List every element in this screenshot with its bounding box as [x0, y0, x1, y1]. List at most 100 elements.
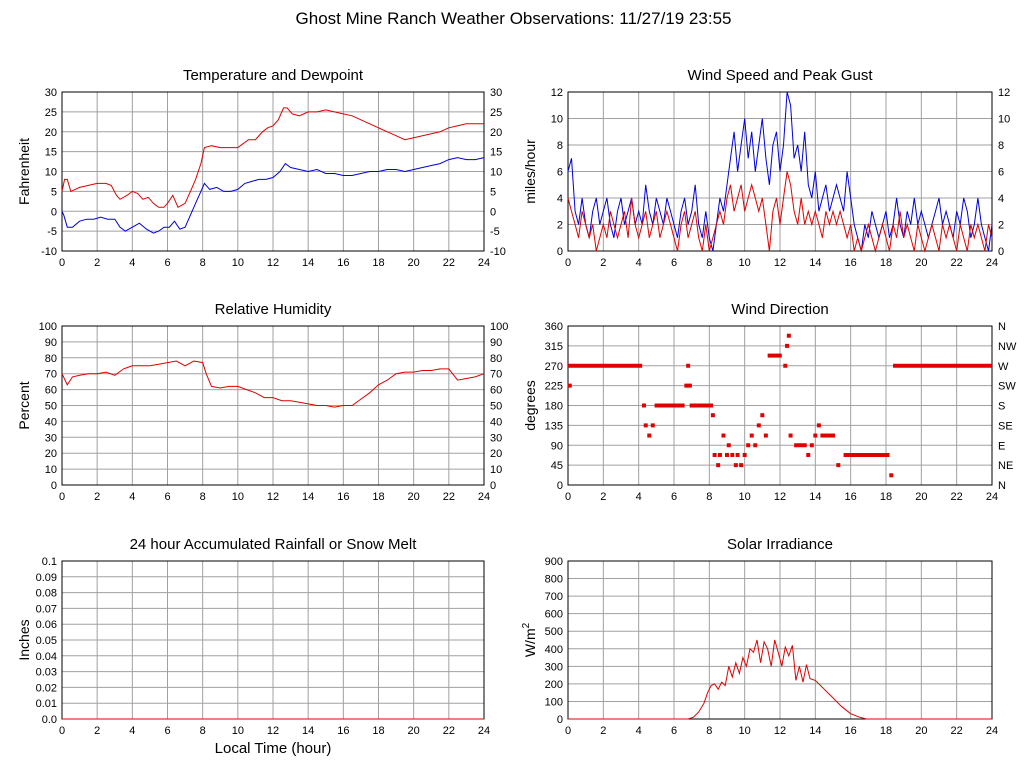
chart-title: Wind Direction	[731, 301, 829, 318]
y-tick-label: 50	[45, 401, 57, 413]
y-axis-label-text: Percent	[16, 381, 32, 429]
x-tick-label: 10	[232, 491, 244, 503]
x-tick-label: 2	[94, 257, 100, 269]
wind-direction-point	[641, 403, 646, 408]
right-tick-label: 30	[490, 87, 502, 99]
x-tick-label: 10	[739, 725, 751, 737]
y-tick-label: 360	[545, 321, 563, 333]
right-tick-label: W	[998, 361, 1009, 373]
y-tick-label: 225	[545, 381, 563, 393]
y-tick-label: 900	[545, 556, 563, 568]
right-tick-label: NE	[998, 460, 1013, 472]
x-tick-label: 4	[129, 725, 135, 737]
right-tick-label: 20	[490, 127, 502, 139]
y-tick-label: 10	[45, 464, 57, 476]
wind-direction-point	[816, 423, 821, 428]
wind-direction-point	[650, 423, 655, 428]
wind-direction-point	[806, 452, 811, 457]
series-line-0	[568, 639, 992, 720]
x-axis-label-local-time: Local Time (hour)	[215, 740, 332, 757]
y-tick-label: 0.06	[36, 619, 57, 631]
y-tick-label: 0.09	[36, 572, 57, 584]
x-tick-label: 8	[706, 257, 712, 269]
wind-direction-point	[730, 452, 735, 457]
x-tick-label: 2	[94, 491, 100, 503]
chart-title: Solar Irradiance	[727, 536, 833, 553]
wind-direction-point	[739, 463, 744, 468]
x-tick-label: 6	[671, 725, 677, 737]
y-tick-label: 100	[545, 696, 563, 708]
right-tick-label: 15	[490, 147, 502, 159]
right-tick-label: 8	[998, 140, 1004, 152]
wind-direction-point	[820, 433, 825, 438]
wind-direction-point	[749, 433, 754, 438]
y-tick-label: 30	[45, 87, 57, 99]
x-tick-label: 12	[267, 491, 279, 503]
y-tick-label: 0	[557, 480, 563, 492]
x-tick-label: 16	[845, 491, 857, 503]
series-line-1	[61, 157, 485, 234]
wind-direction-point	[710, 413, 715, 418]
x-tick-label: 24	[478, 257, 490, 269]
wind-direction-point	[716, 463, 721, 468]
chart-title: 24 hour Accumulated Rainfall or Snow Mel…	[130, 536, 418, 553]
y-tick-label: 90	[551, 440, 563, 452]
wind-direction-point	[686, 363, 691, 368]
y-tick-label: 12	[551, 87, 563, 99]
y-tick-label: 500	[545, 626, 563, 638]
x-tick-label: 18	[880, 491, 892, 503]
right-tick-label: S	[998, 401, 1005, 413]
y-tick-label: 100	[39, 321, 57, 333]
x-tick-label: 4	[636, 491, 642, 503]
wind-direction-point	[823, 433, 828, 438]
y-tick-label: 270	[545, 361, 563, 373]
x-tick-label: 6	[671, 257, 677, 269]
x-tick-label: 8	[706, 491, 712, 503]
y-tick-label: 0.02	[36, 682, 57, 694]
wind-direction-point	[788, 433, 793, 438]
y-tick-label: 20	[45, 448, 57, 460]
wind-direction-point	[712, 452, 717, 457]
right-tick-label: 60	[490, 385, 502, 397]
x-tick-label: 2	[94, 725, 100, 737]
y-tick-label: 0.1	[42, 556, 57, 568]
y-tick-label: 0.07	[36, 603, 57, 615]
x-tick-label: 22	[951, 257, 963, 269]
right-tick-label: 80	[490, 353, 502, 365]
plot-frame	[61, 325, 485, 486]
x-tick-label: 6	[164, 491, 170, 503]
y-tick-label: 180	[545, 401, 563, 413]
y-tick-label: 0.04	[36, 651, 57, 663]
y-tick-label: -10	[41, 246, 57, 258]
y-axis-label-superscript: 2	[521, 622, 532, 628]
wind-direction-point	[785, 343, 790, 348]
wind-direction-point	[726, 443, 731, 448]
right-tick-label: -10	[490, 246, 506, 258]
y-tick-label: 0	[51, 480, 57, 492]
x-tick-label: 14	[302, 725, 314, 737]
y-axis-label: miles/hour	[522, 139, 538, 204]
right-tick-label: N	[998, 480, 1006, 492]
y-tick-label: 2	[557, 220, 563, 232]
wind-direction-point	[735, 452, 740, 457]
wind-direction-point	[721, 433, 726, 438]
y-axis-label-text: W/m	[522, 628, 538, 657]
x-tick-label: 8	[200, 257, 206, 269]
y-tick-label: 10	[45, 167, 57, 179]
wind-direction-point	[647, 433, 652, 438]
x-tick-label: 2	[600, 491, 606, 503]
right-tick-label: SE	[998, 420, 1013, 432]
x-tick-label: 8	[200, 491, 206, 503]
right-tick-label: -5	[490, 226, 500, 238]
y-axis-label: Fahrenheit	[16, 138, 32, 205]
plot-frame	[61, 91, 485, 252]
x-tick-label: 4	[129, 257, 135, 269]
y-tick-label: 20	[45, 127, 57, 139]
y-tick-label: 200	[545, 679, 563, 691]
wind-direction-point	[756, 423, 761, 428]
y-tick-label: 70	[45, 369, 57, 381]
y-tick-label: 30	[45, 432, 57, 444]
x-tick-label: 24	[478, 491, 490, 503]
